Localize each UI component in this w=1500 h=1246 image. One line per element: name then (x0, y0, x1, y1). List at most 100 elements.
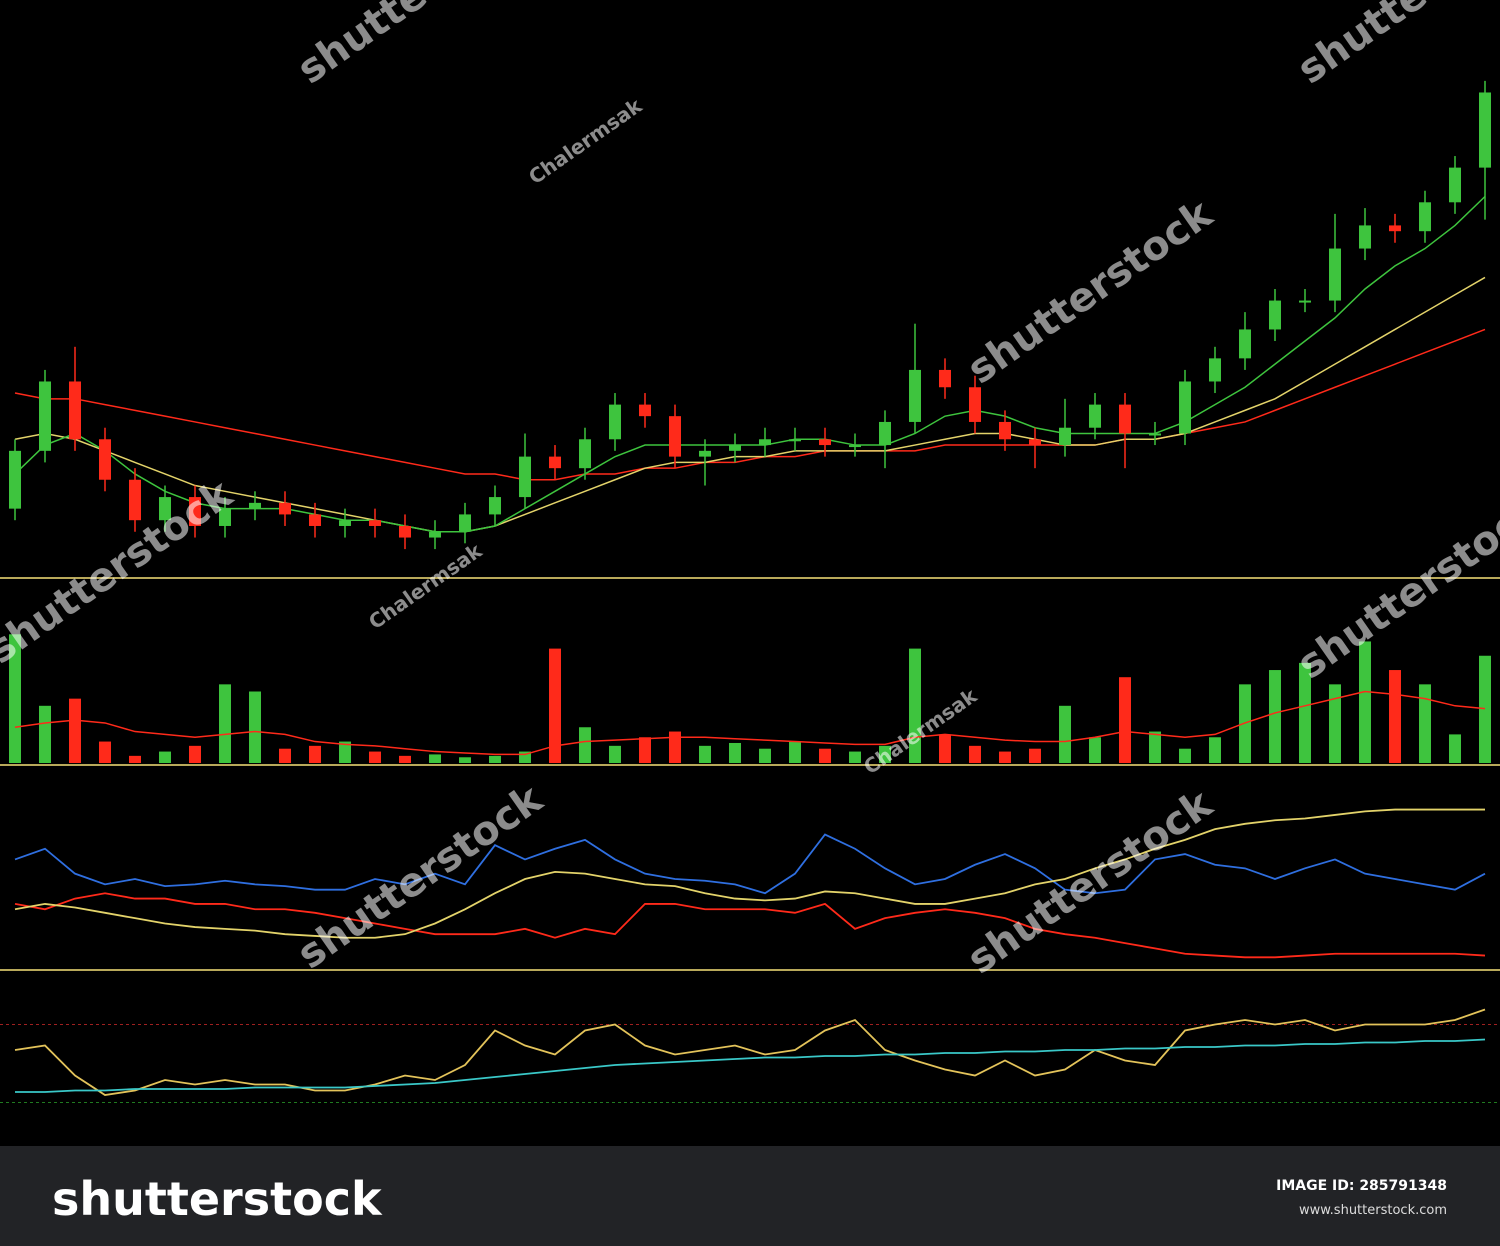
candle-body (1329, 248, 1341, 301)
volume-bar (609, 745, 621, 763)
volume-bar (639, 737, 651, 763)
candle-body (1029, 439, 1041, 446)
series-line (14, 833, 1486, 895)
series-line (15, 1038, 1486, 1093)
volume-bar (489, 755, 501, 763)
volume-bar (1479, 655, 1491, 763)
candle-body (579, 439, 591, 469)
volume-bar (1119, 677, 1131, 763)
volume-bar (519, 751, 531, 763)
volume-bar (849, 751, 861, 763)
volume-bar (369, 751, 381, 763)
candle-body (1269, 300, 1281, 330)
candle-body (159, 497, 171, 521)
candle-body (1359, 225, 1371, 249)
volume-bar (1179, 748, 1191, 763)
volume-bar (999, 751, 1011, 763)
candle-body (1209, 358, 1221, 382)
candle-body (699, 450, 711, 457)
volume-bar (1419, 684, 1431, 763)
volume-bar (789, 741, 801, 763)
candle-body (39, 381, 51, 451)
series-line (14, 195, 1486, 533)
volume-bar (69, 698, 81, 763)
volume-bar (399, 755, 411, 763)
candle-body (1089, 404, 1101, 428)
series-line (14, 1008, 1486, 1096)
volume-bar (879, 745, 891, 763)
candle-body (249, 502, 261, 509)
volume-bar (339, 741, 351, 763)
candle-body (969, 387, 981, 422)
series-line (14, 328, 1486, 481)
candle-body (129, 479, 141, 521)
series-line (14, 276, 1486, 533)
volume-bar (1149, 731, 1161, 763)
candle-body (549, 456, 561, 469)
candle-body (519, 456, 531, 498)
series-line (14, 690, 1486, 756)
volume-bar (159, 751, 171, 763)
volume-bar (1089, 737, 1101, 763)
volume-bar (459, 757, 471, 763)
volume-bar (1359, 641, 1371, 763)
candle-body (1299, 300, 1311, 303)
volume-bar (429, 754, 441, 763)
candle-body (1149, 433, 1161, 436)
volume-bar (729, 742, 741, 763)
series-line (14, 892, 1486, 959)
candle-body (939, 369, 951, 388)
image-id: IMAGE ID: 285791348 (1276, 1178, 1447, 1194)
volume-bar (249, 691, 261, 763)
volume-bar (309, 745, 321, 763)
volume-bar (189, 745, 201, 763)
candle-body (849, 445, 861, 448)
candle-body (1479, 92, 1491, 168)
candle-body (669, 416, 681, 457)
candle-body (9, 450, 21, 509)
volume-bar (129, 755, 141, 763)
candle-body (909, 369, 921, 422)
candle-body (609, 404, 621, 440)
candle-body (879, 421, 891, 446)
volume-bar (969, 745, 981, 763)
footer-bar (0, 1146, 1500, 1246)
candle-body (489, 497, 501, 515)
series-line (14, 808, 1485, 939)
candle-body (1239, 329, 1251, 359)
candle-body (729, 445, 741, 451)
candle-body (1419, 202, 1431, 232)
volume-bar (909, 648, 921, 763)
candle-body (789, 439, 801, 442)
volume-bar (1059, 705, 1071, 763)
candle-body (279, 502, 291, 515)
chart-background (0, 0, 1500, 1146)
volume-bar (1299, 662, 1311, 763)
volume-bar (39, 705, 51, 763)
volume-bar (759, 748, 771, 763)
candle-body (309, 514, 321, 526)
marks (0, 80, 1500, 1103)
candle-body (399, 525, 411, 538)
volume-bar (1389, 670, 1401, 763)
candle-body (1119, 404, 1131, 434)
candle-body (819, 439, 831, 446)
candle-body (69, 381, 81, 440)
candle-body (339, 520, 351, 526)
volume-bar (9, 634, 21, 763)
volume-bar (219, 684, 231, 763)
candle-body (999, 421, 1011, 440)
volume-bar (1449, 734, 1461, 763)
candle-body (759, 439, 771, 446)
candle-body (99, 439, 111, 480)
volume-bar (939, 734, 951, 763)
candle-body (369, 520, 381, 526)
volume-bar (1269, 670, 1281, 763)
volume-bar (279, 748, 291, 763)
candle-body (219, 508, 231, 526)
volume-bar (1029, 748, 1041, 763)
volume-bar (99, 741, 111, 763)
candle-body (189, 497, 201, 526)
